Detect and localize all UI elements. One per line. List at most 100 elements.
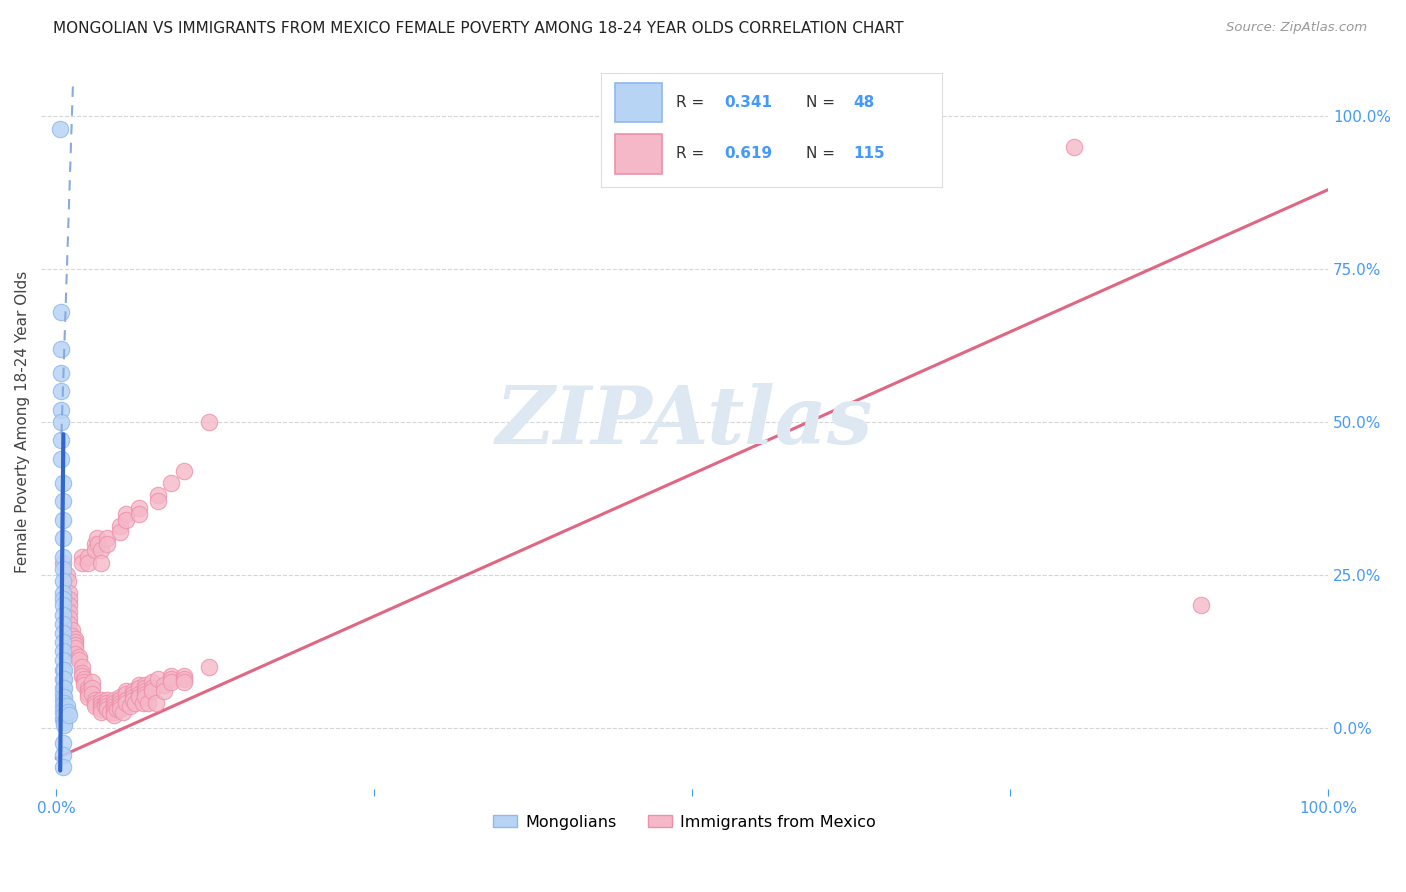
Point	[53, 702, 76, 716]
Point	[90, 706, 112, 720]
Point	[58, 708, 80, 723]
Point	[67, 653, 90, 667]
Point	[52, 562, 75, 576]
Point	[51, 342, 73, 356]
Point	[96, 531, 118, 545]
Point	[153, 678, 176, 692]
Point	[96, 696, 118, 710]
Point	[70, 549, 93, 564]
Point	[53, 672, 76, 686]
Point	[51, 402, 73, 417]
Point	[56, 706, 79, 720]
Point	[52, 626, 75, 640]
Point	[77, 687, 100, 701]
Point	[58, 599, 80, 613]
Point	[96, 693, 118, 707]
Point	[121, 690, 143, 705]
Point	[107, 702, 129, 716]
Point	[52, 599, 75, 613]
Point	[90, 543, 112, 558]
Point	[52, 760, 75, 774]
Point	[83, 699, 105, 714]
Point	[115, 507, 138, 521]
Point	[146, 672, 169, 686]
Point	[115, 684, 138, 698]
Point	[52, 672, 75, 686]
Point	[111, 706, 134, 720]
Point	[146, 488, 169, 502]
Point	[51, 434, 73, 448]
Point	[128, 690, 150, 705]
Point	[53, 708, 76, 723]
Point	[153, 684, 176, 698]
Point	[103, 699, 125, 714]
Point	[80, 687, 103, 701]
Point	[52, 607, 75, 622]
Point	[53, 690, 76, 705]
Point	[115, 696, 138, 710]
Point	[83, 696, 105, 710]
Point	[872, 109, 894, 123]
Point	[173, 669, 195, 683]
Point	[65, 632, 87, 646]
Point	[52, 531, 75, 545]
Point	[90, 693, 112, 707]
Point	[52, 687, 75, 701]
Point	[128, 687, 150, 701]
Point	[83, 543, 105, 558]
Point	[108, 693, 131, 707]
Point	[136, 696, 159, 710]
Point	[90, 699, 112, 714]
Point	[60, 623, 83, 637]
Point	[52, 556, 75, 570]
Point	[80, 674, 103, 689]
Point	[145, 696, 167, 710]
Point	[160, 669, 183, 683]
Point	[115, 687, 138, 701]
Text: MONGOLIAN VS IMMIGRANTS FROM MEXICO FEMALE POVERTY AMONG 18-24 YEAR OLDS CORRELA: MONGOLIAN VS IMMIGRANTS FROM MEXICO FEMA…	[53, 21, 904, 37]
Point	[141, 674, 163, 689]
Point	[70, 665, 93, 680]
Point	[141, 681, 163, 695]
Point	[103, 706, 125, 720]
Point	[93, 699, 115, 714]
Point	[103, 696, 125, 710]
Point	[872, 109, 894, 123]
Point	[77, 681, 100, 695]
Point	[53, 663, 76, 677]
Point	[51, 451, 73, 466]
Point	[146, 494, 169, 508]
Point	[121, 693, 143, 707]
Point	[55, 567, 77, 582]
Point	[52, 748, 75, 763]
Point	[58, 616, 80, 631]
Point	[90, 556, 112, 570]
Point	[160, 476, 183, 491]
Point	[53, 681, 76, 695]
Point	[198, 415, 221, 429]
Point	[52, 663, 75, 677]
Point	[160, 672, 183, 686]
Point	[58, 610, 80, 624]
Point	[52, 494, 75, 508]
Point	[52, 644, 75, 658]
Point	[134, 690, 156, 705]
Point	[198, 659, 221, 673]
Point	[124, 696, 146, 710]
Point	[134, 678, 156, 692]
Point	[70, 669, 93, 683]
Point	[52, 513, 75, 527]
Point	[121, 687, 143, 701]
Point	[134, 687, 156, 701]
Point	[52, 681, 75, 695]
Point	[77, 549, 100, 564]
Point	[96, 537, 118, 551]
Point	[77, 684, 100, 698]
Point	[65, 648, 87, 662]
Point	[53, 714, 76, 729]
Point	[52, 592, 75, 607]
Point	[52, 616, 75, 631]
Point	[52, 706, 75, 720]
Point	[65, 635, 87, 649]
Point	[134, 681, 156, 695]
